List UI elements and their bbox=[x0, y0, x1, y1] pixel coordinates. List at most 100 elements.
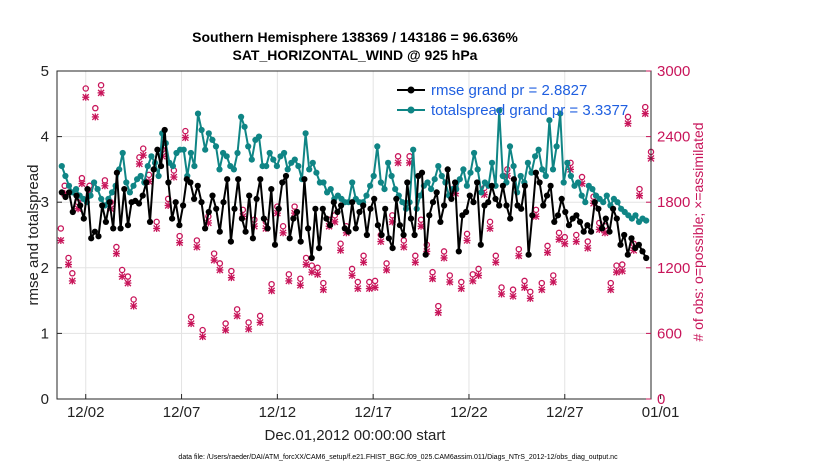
obs-possible-marker bbox=[446, 272, 454, 279]
spread-point bbox=[327, 186, 334, 193]
obs-assimilated-marker bbox=[429, 275, 437, 283]
rmse-point bbox=[84, 186, 91, 193]
obs-possible-marker bbox=[458, 278, 465, 286]
rmse-point bbox=[69, 208, 76, 216]
obs-possible-marker bbox=[228, 267, 235, 275]
obs-assimilated-marker bbox=[492, 258, 500, 266]
rmse-point bbox=[165, 179, 172, 186]
spread-point bbox=[564, 159, 571, 166]
obs-assimilated-marker bbox=[124, 279, 132, 287]
y-right-axis-label: # of obs: o=possible; ×=assimilated bbox=[690, 122, 706, 341]
obs-possible-marker bbox=[527, 288, 534, 296]
rmse-point bbox=[99, 202, 106, 209]
obs-possible-marker bbox=[92, 104, 99, 112]
spread-point bbox=[381, 186, 388, 193]
rmse-point bbox=[444, 166, 451, 173]
spread-point bbox=[234, 149, 241, 157]
plot-frame bbox=[56, 70, 652, 400]
spread-series-line bbox=[60, 109, 647, 223]
obs-assimilated-marker bbox=[296, 281, 304, 289]
rmse-point bbox=[551, 218, 558, 225]
spread-point bbox=[263, 163, 270, 170]
obs-possible-marker bbox=[578, 173, 586, 181]
rmse-point bbox=[599, 225, 606, 232]
rmse-point bbox=[216, 228, 223, 235]
rmse-point bbox=[253, 195, 260, 202]
obs-assimilated-marker bbox=[268, 287, 276, 295]
spread-point bbox=[567, 172, 575, 180]
rmse-point bbox=[576, 218, 584, 225]
obs-assimilated-marker bbox=[446, 278, 454, 286]
spread-point bbox=[460, 166, 467, 173]
obs-possible-marker bbox=[256, 312, 264, 320]
spread-point bbox=[557, 110, 564, 117]
rmse-point bbox=[330, 199, 337, 206]
y-right-tick-label: 0 bbox=[657, 391, 665, 408]
spread-point bbox=[320, 179, 327, 186]
obs-assimilated-marker bbox=[176, 239, 184, 247]
rmse-point bbox=[426, 212, 433, 219]
obs-possible-marker bbox=[642, 103, 649, 111]
obs-possible-marker bbox=[619, 261, 626, 268]
y-right-tick-label: 600 bbox=[657, 325, 682, 342]
rmse-point bbox=[474, 179, 481, 186]
spread-point bbox=[643, 217, 650, 224]
rmse-point bbox=[169, 215, 176, 222]
spread-point bbox=[137, 172, 144, 180]
rmse-point bbox=[297, 238, 304, 245]
rmse-point bbox=[80, 215, 87, 222]
rmse-point bbox=[293, 208, 301, 216]
y-tick-label: 0 bbox=[41, 391, 49, 408]
spread-point bbox=[349, 179, 356, 186]
obs-possible-marker bbox=[245, 319, 252, 326]
spread-point bbox=[510, 163, 517, 170]
spread-point bbox=[198, 126, 205, 134]
rmse-point bbox=[466, 192, 473, 199]
y-tick-label: 5 bbox=[41, 63, 49, 80]
obs-possible-marker bbox=[57, 225, 65, 232]
spread-point bbox=[180, 146, 187, 153]
rmse-point bbox=[282, 172, 290, 180]
obs-assimilated-marker bbox=[227, 274, 235, 282]
spread-point bbox=[58, 163, 65, 170]
obs-assimilated-marker bbox=[199, 333, 207, 341]
obs-assimilated-marker bbox=[624, 119, 632, 127]
rmse-point bbox=[209, 192, 216, 199]
obs-possible-marker bbox=[285, 271, 293, 278]
rmse-point bbox=[220, 199, 227, 206]
obs-possible-marker bbox=[193, 237, 201, 244]
spread-point bbox=[424, 179, 431, 186]
spread-point bbox=[245, 143, 252, 150]
obs-possible-marker bbox=[492, 252, 500, 260]
rmse-point bbox=[404, 179, 411, 186]
spread-point bbox=[94, 186, 101, 193]
obs-possible-marker bbox=[435, 302, 442, 310]
obs-possible-marker bbox=[268, 280, 275, 288]
obs-assimilated-marker bbox=[187, 320, 195, 328]
rmse-point bbox=[227, 238, 234, 245]
y-right-tick-label: 3000 bbox=[657, 63, 690, 80]
rmse-point bbox=[363, 231, 370, 239]
rmse-point bbox=[643, 254, 650, 262]
obs-possible-marker bbox=[82, 85, 89, 92]
rmse-point bbox=[224, 176, 231, 183]
obs-assimilated-marker bbox=[440, 254, 448, 262]
rmse-point bbox=[58, 189, 65, 196]
obs-possible-marker bbox=[348, 265, 356, 273]
spread-point bbox=[535, 146, 542, 153]
spread-point bbox=[435, 163, 442, 170]
rmse-point bbox=[249, 235, 256, 242]
rmse-point bbox=[349, 199, 356, 206]
rmse-point bbox=[290, 215, 297, 222]
rmse-point bbox=[161, 126, 168, 134]
spread-point bbox=[266, 149, 273, 157]
obs-possible-marker bbox=[613, 262, 620, 269]
obs-possible-marker bbox=[210, 250, 218, 257]
rmse-point bbox=[154, 146, 161, 153]
spread-point bbox=[499, 172, 506, 180]
rmse-point bbox=[62, 193, 69, 201]
spread-point bbox=[191, 163, 198, 170]
obs-assimilated-marker bbox=[348, 271, 356, 279]
obs-assimilated-marker bbox=[521, 283, 529, 291]
rmse-point bbox=[235, 176, 242, 183]
